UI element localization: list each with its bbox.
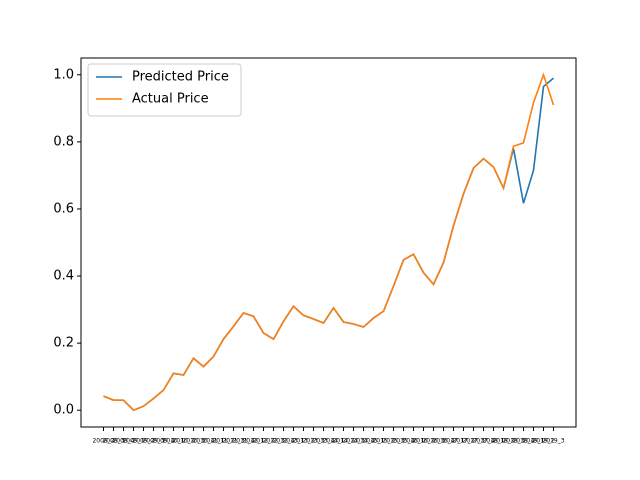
legend-label: Predicted Price — [132, 70, 229, 85]
x-tick-label: 2012_4 — [272, 438, 294, 445]
legend-box — [87, 63, 242, 117]
x-tick-label: 2011_3 — [222, 438, 244, 445]
x-tick-label: 2015_2 — [372, 438, 394, 445]
x-tick-label: 2008_3 — [102, 438, 124, 445]
x-tick-label: 2015_1 — [362, 438, 384, 445]
x-tick-label: 2010_1 — [162, 438, 184, 445]
x-tick-label: 2016_2 — [412, 438, 434, 445]
x-tick-label: 2014_4 — [352, 438, 374, 445]
x-tick-label: 2019_3 — [542, 438, 564, 445]
x-tick-label: 2011_4 — [232, 438, 254, 445]
x-tick-label: 2009_2 — [132, 438, 154, 445]
x-tick-label: 2008_2 — [92, 438, 114, 445]
x-tick-label: 2019_2 — [532, 438, 554, 445]
y-tick-label: 0.4 — [53, 269, 74, 284]
x-tick-label: 2009_4 — [152, 438, 174, 445]
x-tick-label: 2018_4 — [512, 438, 534, 445]
y-tick-label: 0.6 — [53, 201, 74, 216]
x-tick-label: 2010_4 — [192, 438, 214, 445]
x-tick-label: 2010_3 — [182, 438, 204, 445]
x-tick-label: 2013_4 — [312, 438, 334, 445]
x-tick-label: 2009_1 — [122, 438, 144, 445]
x-tick-label: 2012_3 — [262, 438, 284, 445]
x-tick-label: 2015_4 — [392, 438, 414, 445]
x-tick-label: 2014_3 — [342, 438, 364, 445]
x-tick-label: 2016_3 — [422, 438, 444, 445]
line-series — [103, 72, 555, 412]
x-tick-label: 2016_4 — [432, 438, 454, 445]
x-tick-label: 2017_4 — [472, 438, 494, 445]
x-tick-label: 2017_2 — [452, 438, 474, 445]
x-tick-label: 2013_3 — [302, 438, 324, 445]
x-tick-label: 2011_2 — [212, 438, 234, 445]
x-tick-label: 2009_3 — [142, 438, 164, 445]
x-tick-label: 2018_2 — [492, 438, 514, 445]
x-tick-label: 2018_1 — [482, 438, 504, 445]
x-tick-label: 2018_3 — [502, 438, 524, 445]
x-tick-label: 2011_1 — [202, 438, 224, 445]
x-tick-label: 2014_1 — [322, 438, 344, 445]
x-tick-label: 2015_3 — [382, 438, 404, 445]
y-tick-label: 1.0 — [53, 67, 74, 82]
plot-frame — [80, 57, 577, 428]
x-tick-label: 2014_2 — [332, 438, 354, 445]
y-tick-label: 0.2 — [53, 336, 74, 351]
legend-label: Actual Price — [132, 92, 209, 107]
x-tick-label: 2019_1 — [522, 438, 544, 445]
y-tick-label: 0.8 — [53, 134, 74, 149]
x-tick-label: 2012_1 — [242, 438, 264, 445]
x-tick-label: 2013_2 — [292, 438, 314, 445]
x-tick-label: 2017_3 — [462, 438, 484, 445]
x-tick-label: 2017_1 — [442, 438, 464, 445]
x-tick-label: 2010_2 — [172, 438, 194, 445]
x-tick-label: 2013_1 — [282, 438, 304, 445]
x-tick-label: 2012_2 — [252, 438, 274, 445]
x-tick-label: 2016_1 — [402, 438, 424, 445]
x-tick-label: 2008_4 — [112, 438, 134, 445]
y-tick-label: 0.0 — [53, 403, 74, 418]
